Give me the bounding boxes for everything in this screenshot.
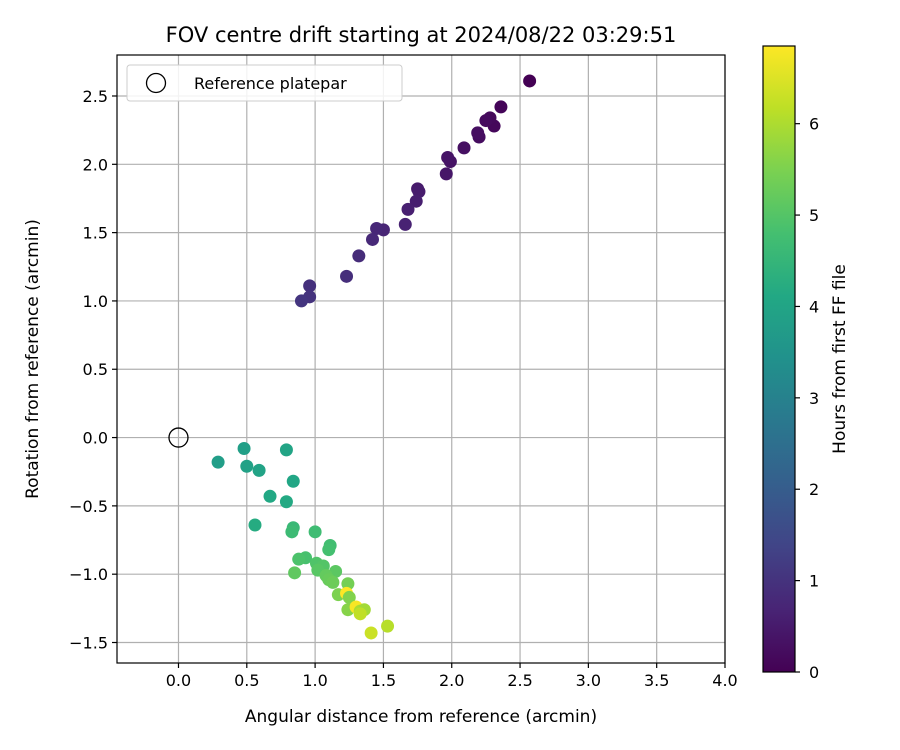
y-ticks: −1.5 −1.0 −0.5 0.0 0.5 1.0 1.5 2.0 2.5 (69, 87, 117, 653)
y-tick-label: 0.0 (83, 429, 108, 448)
x-tick-label: 0.0 (166, 671, 191, 690)
data-point (237, 441, 251, 455)
data-point (479, 114, 493, 128)
x-tick-label: 3.5 (644, 671, 669, 690)
data-point (322, 543, 336, 557)
data-point (240, 459, 254, 473)
colorbar-tick-label: 1 (809, 572, 819, 591)
x-tick-label: 2.0 (439, 671, 464, 690)
colorbar-tick-label: 6 (809, 115, 819, 134)
data-point (285, 525, 299, 539)
x-tick-label: 1.5 (371, 671, 396, 690)
data-point (494, 100, 508, 114)
data-point (263, 489, 277, 503)
x-tick-label: 3.0 (576, 671, 601, 690)
legend-reference-marker (145, 72, 167, 94)
data-point (308, 525, 322, 539)
data-point (441, 150, 455, 164)
data-point (365, 232, 379, 246)
data-point (248, 518, 262, 532)
data-point (292, 552, 306, 566)
y-tick-label: 1.5 (83, 224, 108, 243)
data-point (279, 495, 293, 509)
colorbar-tick-label: 0 (809, 663, 819, 682)
y-tick-label: 2.5 (83, 87, 108, 106)
x-tick-label: 1.0 (302, 671, 327, 690)
data-point (326, 575, 340, 589)
data-point (409, 194, 423, 208)
data-point (457, 141, 471, 155)
data-point (353, 607, 367, 621)
data-point (471, 126, 485, 140)
data-point (401, 202, 415, 216)
colorbar-tick-label: 3 (809, 389, 819, 408)
y-tick-label: −1.5 (69, 634, 108, 653)
colorbar-tick-label: 5 (809, 206, 819, 225)
y-tick-label: 2.0 (83, 155, 108, 174)
scatter-points (211, 74, 537, 640)
x-ticks: 0.0 0.5 1.0 1.5 2.0 2.5 3.0 3.5 4.0 (166, 663, 738, 690)
data-point (370, 222, 384, 236)
data-point (288, 566, 302, 580)
legend: Reference platepar (126, 64, 403, 102)
data-point (398, 217, 412, 231)
data-point (352, 249, 366, 263)
chart-title: FOV centre drift starting at 2024/08/22 … (166, 23, 677, 47)
colorbar-label: Hours from first FF file (830, 264, 850, 454)
data-point (340, 269, 354, 283)
plot-frame (116, 54, 726, 664)
colorbar-frame (762, 45, 796, 673)
colorbar-gradient (763, 46, 795, 672)
y-tick-label: 1.0 (83, 292, 108, 311)
data-point (342, 590, 356, 604)
data-point (252, 463, 266, 477)
x-axis-label: Angular distance from reference (arcmin) (245, 707, 597, 727)
data-point (211, 455, 225, 469)
y-axis-label: Rotation from reference (arcmin) (23, 219, 43, 499)
data-point (303, 279, 317, 293)
colorbar-tick-label: 4 (809, 297, 819, 316)
x-tick-label: 4.0 (712, 671, 737, 690)
grid (117, 55, 726, 663)
data-point (364, 626, 378, 640)
data-point (523, 74, 537, 88)
data-point (279, 443, 293, 457)
x-tick-label: 2.5 (507, 671, 532, 690)
x-tick-label: 0.5 (234, 671, 259, 690)
data-point (294, 294, 308, 308)
colorbar-ticks: 0 1 2 3 4 5 6 (795, 115, 819, 682)
data-point (341, 577, 355, 591)
y-tick-label: 0.5 (83, 360, 108, 379)
data-point (286, 474, 300, 488)
colorbar-tick-label: 2 (809, 480, 819, 499)
data-point (381, 619, 395, 633)
data-point (439, 167, 453, 181)
legend-label: Reference platepar (194, 74, 347, 93)
reference-marker-layer (168, 427, 189, 448)
y-tick-label: −1.0 (69, 565, 108, 584)
colorbar: 0 1 2 3 4 5 6 Hours from first FF file (762, 45, 850, 682)
legend-box (126, 64, 403, 102)
reference-platepar-marker (168, 427, 189, 448)
y-tick-label: −0.5 (69, 497, 108, 516)
